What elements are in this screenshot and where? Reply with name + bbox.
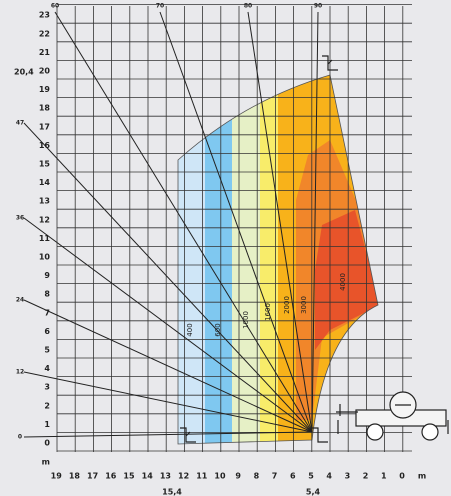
x-tick-label: 0	[399, 472, 405, 481]
x-tick-label: 4	[326, 472, 332, 481]
y-tick-label: 2	[44, 401, 50, 410]
angle-line	[23, 217, 313, 433]
x-unit: m	[418, 472, 426, 481]
y-tick-label: 21	[39, 48, 51, 57]
x-tick-label: 17	[87, 472, 98, 481]
y-tick-label: 9	[44, 271, 50, 280]
zone-600	[205, 75, 232, 444]
y-unit: m	[42, 458, 50, 467]
angle-line	[23, 299, 313, 433]
zone-4000	[315, 210, 378, 350]
y-tick-label: 19	[39, 85, 51, 94]
capacity-label: 4000	[339, 273, 347, 291]
angle-label: 60	[51, 3, 59, 10]
zone-1600	[260, 75, 278, 444]
fork-icons	[180, 55, 338, 443]
y-tick-label: 6	[44, 327, 50, 336]
min-reach: 5,4	[306, 488, 321, 496]
capacity-label: 3000	[300, 296, 308, 314]
x-tick-label: 9	[235, 472, 241, 481]
y-tick-label: 10	[39, 253, 51, 262]
capacity-label: 600	[214, 323, 222, 336]
x-tick-label: 19	[51, 472, 63, 481]
y-tick-label: 20	[39, 67, 51, 76]
zone-400	[178, 75, 206, 444]
x-tick-label: 11	[196, 472, 208, 481]
x-tick-label: 7	[272, 472, 278, 481]
y-tick-label: 14	[39, 178, 51, 187]
angle-lines	[23, 11, 319, 438]
angle-label: 12	[16, 369, 24, 376]
y-tick-label: 5	[44, 346, 50, 355]
y-tick-label: 15	[39, 160, 51, 169]
angle-line	[247, 11, 313, 433]
angle-label: 80	[244, 3, 252, 10]
angle-line	[23, 431, 313, 438]
x-tick-label: 6	[290, 472, 296, 481]
x-tick-label: 12	[178, 472, 189, 481]
y-tick-label: 22	[39, 29, 50, 38]
capacity-label: 1600	[264, 303, 272, 321]
x-tick-label: 18	[69, 472, 81, 481]
capacity-label: 400	[186, 323, 194, 336]
x-tick-label: 3	[345, 472, 351, 481]
y-tick-label: 17	[39, 122, 50, 131]
y-tick-label: 13	[39, 197, 50, 206]
y-tick-label: 1	[44, 420, 50, 429]
x-tick-label: 10	[214, 472, 226, 481]
angle-label: 0	[18, 434, 22, 441]
x-tick-label: 16	[105, 472, 117, 481]
y-tick-label: 11	[39, 234, 51, 243]
x-tick-label: 8	[254, 472, 260, 481]
angle-label: 70	[156, 3, 164, 10]
angle-label: 36	[16, 215, 24, 222]
x-tick-label: 14	[142, 472, 154, 481]
max-reach: 15,4	[162, 488, 182, 496]
y-tick-label: 12	[39, 215, 50, 224]
y-tick-label: 4	[44, 364, 50, 373]
y-tick-label: 0	[44, 439, 50, 448]
angle-label: 24	[16, 297, 24, 304]
y-tick-label: 18	[39, 104, 51, 113]
y-tick-label: 8	[44, 290, 50, 299]
max-height: 20,4	[14, 68, 34, 77]
angle-label: 47	[16, 120, 24, 127]
capacity-label: 1000	[242, 311, 250, 329]
y-tick-label: 3	[44, 383, 50, 392]
envelope	[177, 74, 379, 445]
x-tick-label: 5	[308, 472, 314, 481]
x-tick-label: 13	[160, 472, 171, 481]
angle-line	[311, 11, 319, 433]
angle-line	[54, 11, 313, 433]
x-tick-label: 1	[381, 472, 387, 481]
y-tick-label: 23	[39, 11, 50, 20]
capacity-label: 2000	[283, 296, 291, 314]
angle-label: 90	[314, 3, 322, 10]
x-tick-label: 15	[123, 472, 135, 481]
zone-1000	[232, 75, 260, 444]
angle-line	[23, 371, 313, 433]
vehicle	[336, 391, 449, 441]
y-tick-label: 16	[39, 141, 51, 150]
angle-line	[23, 122, 313, 433]
angle-line	[159, 11, 313, 433]
y-tick-label: 7	[44, 308, 50, 317]
x-tick-label: 2	[363, 472, 369, 481]
